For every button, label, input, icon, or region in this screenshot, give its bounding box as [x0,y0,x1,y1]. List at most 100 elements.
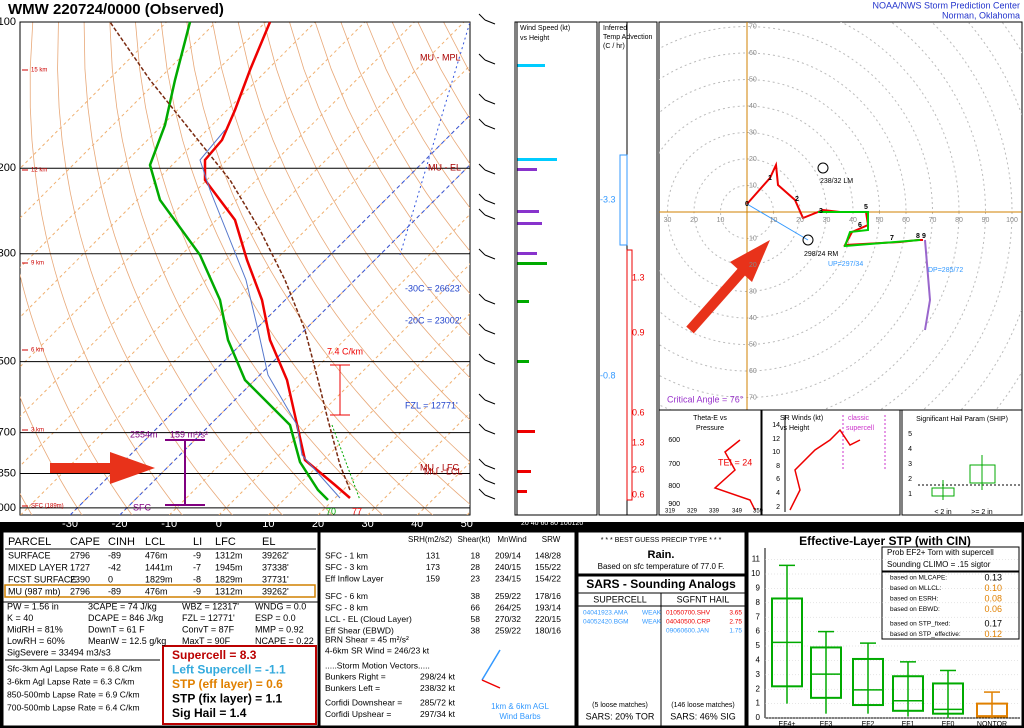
based-box [881,571,1020,640]
stp-y: 3 [756,670,761,679]
table-cell: 1312m [215,550,243,560]
advection-value: 2.6 [632,464,645,474]
index-cell: 3CAPE = 74 J/kg [88,601,157,611]
table-header: SRH(m2/s2) [408,535,452,544]
table-cell: MIXED LAYER [8,562,68,572]
composite-index: STP (eff layer) = 0.6 [172,677,283,691]
sigsevere: SigSevere = 33494 m3/s3 [7,647,111,657]
barb [484,59,496,65]
table-cell: FCST SURFACE [8,574,76,584]
barb [484,299,496,305]
ship-y: 5 [908,431,912,438]
classic-label: supercell [846,425,874,432]
index-cell: WBZ = 12317' [182,601,239,611]
hodo-trace-upper [924,239,932,331]
table-cell: 18 [471,550,481,560]
kinematics-panel [319,531,576,727]
dry-adiabat [135,22,384,515]
table-cell: 1441m [145,562,173,572]
table-cell: 39262' [262,550,289,560]
table-header: CINH [108,536,135,548]
hodo-x-label: 50 [876,217,884,224]
table-cell: 2796 [70,550,90,560]
hodo-point: 3 [819,208,823,215]
tei-label: TEI = 24 [718,457,752,467]
sars-match: 1.75 [729,628,742,635]
thetae-x: 329 [687,509,698,515]
sars-match: WEAK [642,610,662,617]
barb [478,353,486,361]
table-cell: 38 [471,625,481,635]
ship-y: 4 [908,446,912,453]
advection-panel [598,21,658,516]
table-cell: 23 [471,573,481,583]
barb [484,494,496,500]
index-cell: PW = 1.56 in [7,601,59,611]
hodo-point: 2 [795,196,799,203]
ship-y: 1 [908,491,912,498]
wind-bar [517,210,539,213]
barb [484,214,496,220]
stp-y: 9 [756,584,761,593]
table-cell: SFC - 6 km [325,591,368,601]
title: WMW 220724/0000 (Observed) [8,1,224,18]
advection-value: -0.8 [600,370,616,380]
dry-adiabat [212,22,470,463]
table-header: CAPE [70,536,100,548]
hodo-point: 8 [916,233,920,240]
vector-name: Bunkers Right = [325,671,386,681]
table-cell: -89 [108,586,121,596]
index-cell: K = 40 [7,613,33,623]
table-cell: 155/22 [535,562,561,572]
pressure-label: 200 [0,162,16,174]
sars-match: 01050700.SHV [666,610,711,617]
table-cell: 259/22 [495,591,521,601]
wind-bar [517,470,531,473]
barb [484,99,496,105]
barb-label: 1km & 6km AGL [491,702,549,711]
wind-bar [517,262,547,265]
table-cell: -8 [193,574,201,584]
height-label: 6 km [31,348,44,354]
ship-panel [901,409,1023,516]
dry-adiabat [186,22,470,505]
sars-loose: (146 loose matches) [671,702,734,709]
panel-title: Wind Speed (kt) [520,25,570,32]
table-cell: 0 [108,574,113,584]
table-cell: -9 [193,550,201,560]
index-cell: NCAPE = 0.22 [255,636,314,646]
table-cell: 264/25 [495,602,521,612]
index-cell: ESP = 0.0 [255,613,296,623]
pressure-label: 500 [0,355,16,367]
arrow-shaft [686,264,749,334]
stp-y: 4 [756,656,761,665]
sars-title: SARS - Sounding Analogs [586,577,736,591]
barb [478,458,486,466]
srw-y: 8 [776,463,780,470]
table-header: Shear(kt) [458,535,491,544]
skewt-lines [20,22,470,515]
barb [478,193,486,201]
barb [478,293,486,301]
table-cell: LCL - EL (Cloud Layer) [325,614,412,624]
sars-match: 04040500.CRP [666,619,710,626]
hodo-point: 9 [922,233,926,240]
table-cell: 38 [471,591,481,601]
ship-y: 2 [908,476,912,483]
stp-y: 8 [756,598,761,607]
pressure-label: 850 [0,467,16,479]
stp-x: EF4+ [779,721,796,728]
rm-label: 298/24 RM [804,251,838,258]
barb [478,393,486,401]
table-cell: 180/16 [535,625,561,635]
stp-x: NONTOR [977,721,1007,728]
dry-adiabat [160,22,434,515]
srh-label: 159 m²/s² [170,429,208,439]
hodo-y-label: 50 [749,341,757,348]
table-cell: Eff Shear (EBWD) [325,625,394,635]
vector-value: 297/34 kt [420,709,456,719]
srw-y: 12 [772,436,780,443]
hodo-y-label: 60 [749,50,757,57]
index-cell: FZL = 12771' [182,613,235,623]
temp-label: -30 [62,518,78,530]
